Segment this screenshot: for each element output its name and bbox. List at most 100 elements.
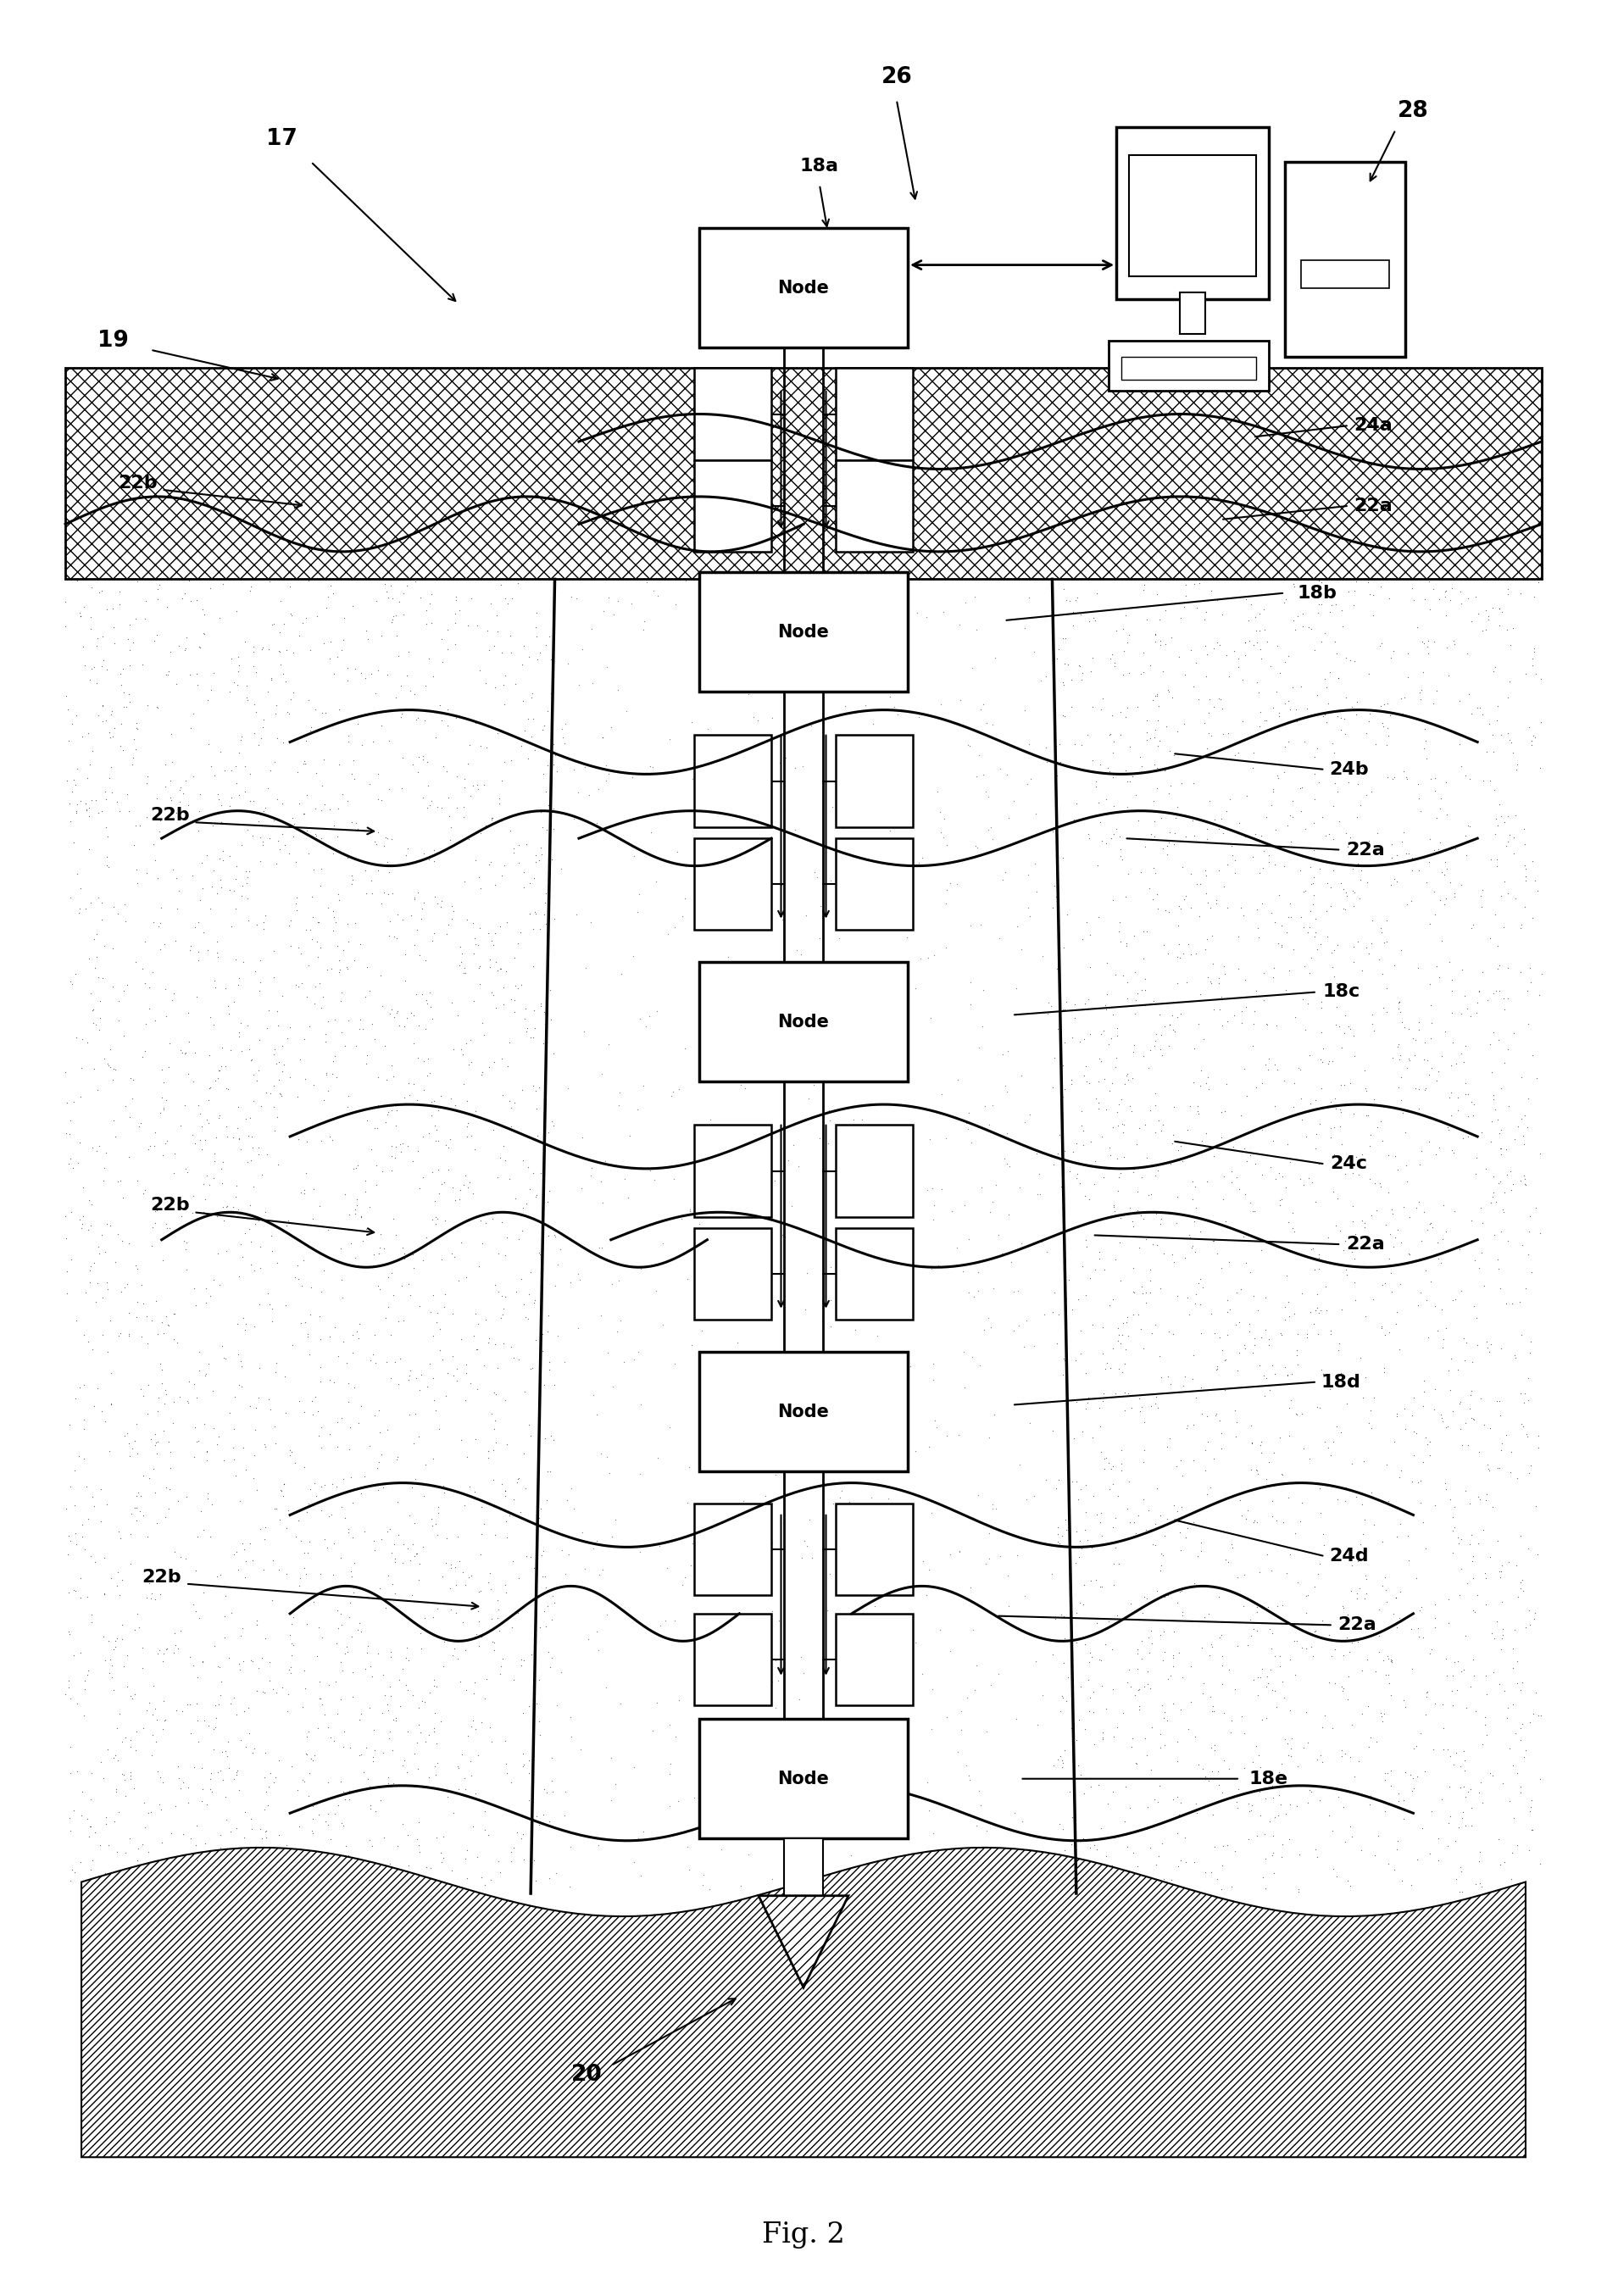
Point bbox=[1049, 698, 1075, 735]
Point bbox=[791, 974, 816, 1010]
Point bbox=[1144, 748, 1170, 785]
Point bbox=[1120, 758, 1146, 794]
Point bbox=[249, 1821, 275, 1857]
Point bbox=[1098, 820, 1123, 856]
Point bbox=[1326, 1332, 1351, 1368]
Point bbox=[336, 1077, 362, 1114]
Point bbox=[402, 879, 427, 916]
Point bbox=[276, 1616, 302, 1653]
Point bbox=[1176, 1088, 1202, 1125]
Point bbox=[728, 1867, 754, 1903]
Point bbox=[267, 1816, 292, 1853]
Point bbox=[596, 755, 622, 792]
Point bbox=[673, 1814, 699, 1851]
Point bbox=[852, 1164, 877, 1201]
Point bbox=[1377, 1313, 1403, 1350]
Point bbox=[174, 1479, 199, 1515]
Point bbox=[357, 1821, 382, 1857]
Point bbox=[1073, 1389, 1099, 1426]
Point bbox=[365, 1267, 391, 1304]
Point bbox=[861, 1587, 887, 1623]
Point bbox=[1382, 861, 1408, 898]
Point bbox=[132, 964, 157, 1001]
Point bbox=[1478, 840, 1504, 877]
Point bbox=[1475, 1329, 1501, 1366]
Point bbox=[542, 1035, 567, 1072]
Point bbox=[334, 661, 360, 698]
Point bbox=[1173, 1844, 1199, 1880]
Point bbox=[1303, 730, 1329, 767]
Point bbox=[1086, 1389, 1112, 1426]
Point bbox=[1379, 1040, 1405, 1077]
Point bbox=[204, 875, 230, 912]
Point bbox=[223, 891, 249, 928]
Point bbox=[521, 1068, 546, 1104]
Point bbox=[739, 599, 765, 636]
Point bbox=[69, 1798, 95, 1835]
Point bbox=[262, 1355, 288, 1391]
Point bbox=[1284, 1396, 1310, 1433]
Point bbox=[452, 769, 477, 806]
Point bbox=[509, 1212, 535, 1249]
Point bbox=[301, 852, 326, 889]
Point bbox=[596, 1456, 622, 1492]
Point bbox=[410, 891, 435, 928]
Point bbox=[1157, 1026, 1183, 1063]
Point bbox=[852, 608, 877, 645]
Point bbox=[1451, 978, 1477, 1015]
Point bbox=[620, 1844, 646, 1880]
Point bbox=[1369, 1311, 1395, 1348]
Point bbox=[516, 1300, 542, 1336]
Point bbox=[1306, 1295, 1332, 1332]
Point bbox=[477, 1570, 503, 1607]
Point bbox=[431, 1773, 456, 1809]
Point bbox=[291, 1394, 317, 1430]
Point bbox=[1448, 866, 1474, 902]
Point bbox=[109, 1756, 135, 1793]
Point bbox=[1498, 627, 1523, 664]
Point bbox=[525, 1807, 551, 1844]
Point bbox=[916, 1793, 942, 1830]
Polygon shape bbox=[759, 1896, 848, 1988]
Point bbox=[283, 1444, 309, 1481]
Point bbox=[1318, 1118, 1343, 1155]
Point bbox=[130, 1630, 156, 1667]
Point bbox=[1480, 1176, 1506, 1212]
Point bbox=[252, 1520, 278, 1557]
Point bbox=[521, 1019, 546, 1056]
Point bbox=[1176, 1297, 1202, 1334]
Point bbox=[919, 1711, 945, 1747]
Point bbox=[1525, 872, 1551, 909]
Point bbox=[309, 820, 334, 856]
Point bbox=[1016, 726, 1041, 762]
Point bbox=[268, 1472, 294, 1508]
Point bbox=[178, 583, 204, 620]
Point bbox=[212, 1731, 238, 1768]
Point bbox=[1180, 801, 1205, 838]
Point bbox=[304, 714, 329, 751]
Point bbox=[1295, 1724, 1321, 1761]
Point bbox=[1334, 1384, 1360, 1421]
Point bbox=[463, 1474, 489, 1511]
Point bbox=[1208, 801, 1234, 838]
Point bbox=[452, 1759, 477, 1795]
Point bbox=[440, 1637, 466, 1674]
Point bbox=[1321, 822, 1347, 859]
Point bbox=[1053, 698, 1078, 735]
Point bbox=[529, 836, 554, 872]
Point bbox=[755, 868, 781, 905]
Point bbox=[379, 602, 405, 638]
Point bbox=[1523, 1674, 1549, 1711]
Point bbox=[1122, 918, 1147, 955]
Point bbox=[1241, 1279, 1266, 1316]
Point bbox=[1429, 1038, 1454, 1075]
Point bbox=[427, 1311, 453, 1348]
Point bbox=[206, 1685, 231, 1722]
Point bbox=[407, 1690, 432, 1727]
Point bbox=[1159, 620, 1184, 657]
Point bbox=[1414, 1042, 1440, 1079]
Point bbox=[1093, 1350, 1118, 1387]
Point bbox=[278, 1747, 304, 1784]
Point bbox=[508, 914, 534, 951]
Point bbox=[1237, 1254, 1263, 1290]
